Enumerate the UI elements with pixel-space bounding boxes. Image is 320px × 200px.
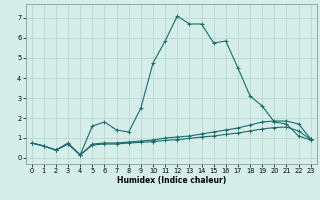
X-axis label: Humidex (Indice chaleur): Humidex (Indice chaleur) (116, 176, 226, 185)
